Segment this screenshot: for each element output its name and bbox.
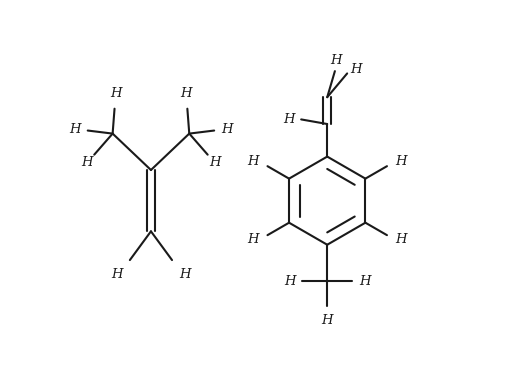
Text: H: H bbox=[111, 268, 122, 281]
Text: H: H bbox=[395, 155, 407, 168]
Text: H: H bbox=[284, 275, 295, 288]
Text: H: H bbox=[322, 315, 333, 327]
Text: H: H bbox=[283, 113, 294, 126]
Text: H: H bbox=[247, 155, 259, 168]
Text: H: H bbox=[110, 87, 121, 100]
Text: H: H bbox=[330, 54, 342, 66]
Text: H: H bbox=[395, 234, 407, 246]
Text: H: H bbox=[209, 156, 221, 169]
Text: H: H bbox=[180, 87, 192, 100]
Text: H: H bbox=[247, 234, 259, 246]
Text: H: H bbox=[221, 123, 233, 136]
Text: H: H bbox=[180, 268, 191, 281]
Text: H: H bbox=[359, 275, 371, 288]
Text: H: H bbox=[350, 63, 362, 76]
Text: H: H bbox=[69, 123, 81, 136]
Text: H: H bbox=[81, 156, 93, 169]
